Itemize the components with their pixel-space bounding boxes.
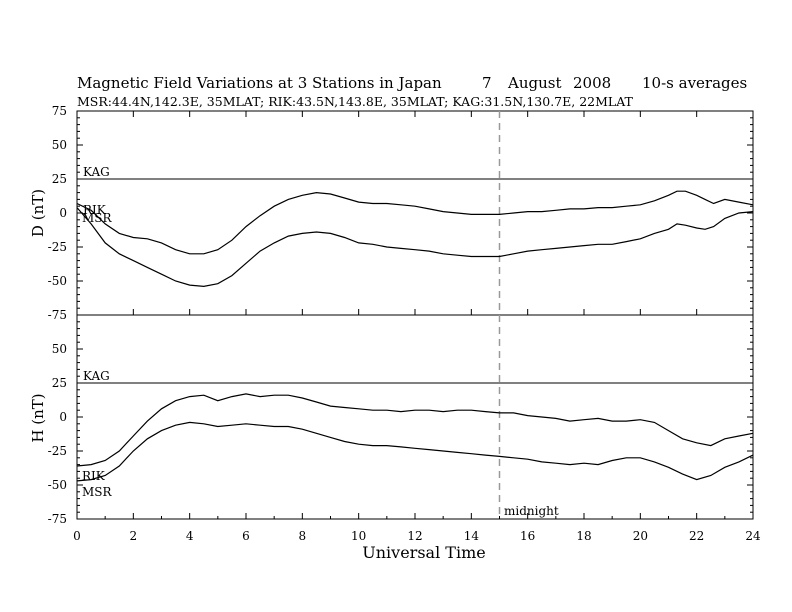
bottom-rik-label: RIK [82, 469, 106, 483]
bottom-y-ticks: 50 25 0 -25 -50 -75 [48, 321, 753, 526]
x-tick-label: 20 [633, 529, 648, 543]
midnight-label: midnight [504, 504, 559, 518]
x-tick-label: 4 [186, 529, 194, 543]
bot-y-tick-label: 0 [59, 410, 67, 424]
x-tick-label: 2 [130, 529, 138, 543]
top-y-tick-label: 0 [59, 206, 67, 220]
top-y-tick-label: -75 [48, 308, 67, 322]
x-axis-ticks: 0 2 4 6 8 10 12 14 16 18 20 22 24 [73, 111, 761, 543]
x-tick-label: 14 [464, 529, 480, 543]
x-tick-label: 24 [745, 529, 761, 543]
declination-panel: 75 50 25 0 -25 -50 -75 KAG RIK MSR D (nT) [29, 104, 754, 322]
station-coordinates: MSR:44.4N,142.3E, 35MLAT; RIK:43.5N,143.… [77, 94, 634, 109]
x-tick-label: 16 [520, 529, 535, 543]
bot-y-tick-label: -25 [48, 444, 67, 458]
top-msr-label: MSR [82, 211, 113, 225]
bottom-rik-series [76, 393, 754, 467]
bottom-msr-series [76, 421, 754, 482]
x-tick-label: 6 [242, 529, 250, 543]
top-y-tick-label: 75 [52, 104, 67, 118]
bottom-plot-frame [76, 314, 754, 520]
bottom-kag-label: KAG [83, 369, 110, 383]
bot-y-tick-label: -50 [48, 478, 67, 492]
top-y-tick-label: -50 [48, 274, 67, 288]
bottom-msr-label: MSR [82, 485, 113, 499]
top-rik-series [76, 190, 754, 255]
bottom-y-axis-label: H (nT) [29, 393, 47, 442]
bot-y-tick-label: -75 [48, 512, 67, 526]
top-y-tick-label: 25 [52, 172, 67, 186]
top-y-axis-label: D (nT) [29, 189, 47, 237]
x-tick-label: 12 [407, 529, 422, 543]
date-day: 7 [482, 74, 492, 92]
date-year: 2008 [573, 74, 611, 92]
top-plot-frame [76, 110, 754, 316]
chart-header: Magnetic Field Variations at 3 Stations … [77, 74, 747, 109]
top-rik-label: RIK [83, 203, 107, 217]
top-y-ticks: 75 50 25 0 -25 -50 -75 [48, 104, 753, 322]
x-tick-label: 8 [299, 529, 307, 543]
averaging-label: 10-s averages [642, 74, 747, 92]
x-tick-label: 10 [351, 529, 366, 543]
top-kag-label: KAG [83, 165, 110, 179]
date-month: August [507, 74, 561, 92]
chart-title: Magnetic Field Variations at 3 Stations … [77, 74, 442, 92]
bot-y-tick-label: 25 [52, 376, 67, 390]
x-tick-label: 18 [576, 529, 591, 543]
top-y-tick-label: -25 [48, 240, 67, 254]
top-y-tick-label: 50 [52, 138, 67, 152]
top-msr-series [76, 207, 754, 288]
x-axis-label: Universal Time [362, 543, 485, 562]
x-tick-label: 0 [73, 529, 81, 543]
bot-y-tick-label: 50 [52, 342, 67, 356]
x-tick-label: 22 [689, 529, 704, 543]
